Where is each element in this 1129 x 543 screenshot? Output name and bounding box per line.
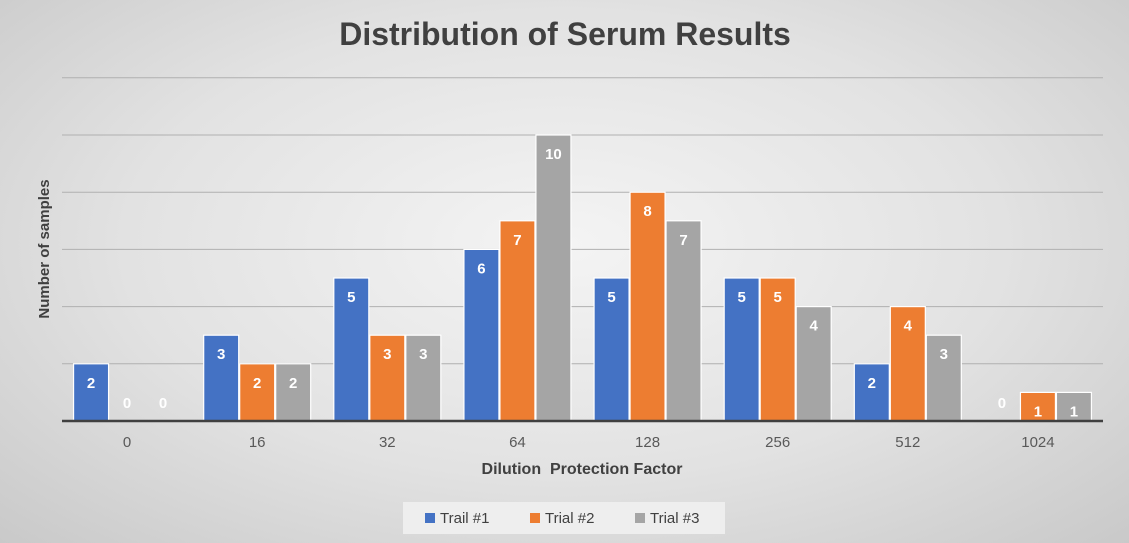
bar bbox=[463, 248, 500, 422]
x-tick-label: 0 bbox=[123, 434, 131, 451]
bar bbox=[723, 277, 760, 422]
legend-label: Trail #1 bbox=[440, 510, 489, 527]
data-label: 4 bbox=[810, 318, 819, 335]
bar bbox=[759, 277, 796, 422]
bar bbox=[499, 220, 536, 422]
bar bbox=[535, 134, 572, 422]
x-tick-label: 256 bbox=[765, 434, 790, 451]
x-tick-label: 16 bbox=[249, 434, 266, 451]
bars bbox=[72, 134, 1093, 422]
data-label: 4 bbox=[904, 318, 913, 335]
data-label: 8 bbox=[643, 203, 651, 220]
legend-swatch bbox=[635, 513, 645, 523]
bar bbox=[853, 363, 890, 422]
data-label: 2 bbox=[289, 375, 297, 392]
data-label: 6 bbox=[477, 260, 485, 277]
data-label: 7 bbox=[679, 232, 687, 249]
data-label: 5 bbox=[774, 289, 782, 306]
bar bbox=[665, 220, 702, 422]
bar bbox=[239, 363, 276, 422]
x-tick-labels: 0 16 32 64 128 256 512 1024 bbox=[123, 434, 1055, 451]
legend-box bbox=[403, 502, 725, 534]
legend-swatch bbox=[425, 513, 435, 523]
x-tick-label: 32 bbox=[379, 434, 396, 451]
bar bbox=[925, 334, 962, 422]
data-label: 3 bbox=[419, 346, 427, 363]
legend-label: Trial #3 bbox=[650, 510, 699, 527]
grid bbox=[62, 77, 1103, 365]
bar bbox=[889, 306, 926, 422]
data-labels: 2 0 0 3 2 2 5 3 3 6 7 10 5 8 7 5 5 4 2 4 3 0 1 1 bbox=[87, 146, 1078, 420]
bar bbox=[1055, 391, 1093, 422]
x-tick-label: 64 bbox=[509, 434, 526, 451]
legend-label: Trial #2 bbox=[545, 510, 594, 527]
x-axis-label: Dilution Protection Factor bbox=[482, 461, 683, 478]
data-label: 5 bbox=[347, 289, 355, 306]
bar bbox=[333, 277, 370, 422]
data-label: 2 bbox=[87, 375, 95, 392]
data-label: 2 bbox=[253, 375, 261, 392]
data-label: 2 bbox=[868, 375, 876, 392]
data-label: 3 bbox=[217, 346, 225, 363]
bar bbox=[593, 277, 630, 422]
data-label: 10 bbox=[545, 146, 562, 163]
x-tick-label: 128 bbox=[635, 434, 660, 451]
data-label: 1 bbox=[1034, 403, 1042, 420]
data-label: 5 bbox=[607, 289, 615, 306]
data-label: 3 bbox=[383, 346, 391, 363]
data-label: 0 bbox=[998, 395, 1006, 412]
bar bbox=[369, 334, 406, 422]
data-label: 7 bbox=[513, 232, 521, 249]
bar bbox=[275, 363, 312, 422]
data-label: 5 bbox=[738, 289, 746, 306]
data-label: 3 bbox=[940, 346, 948, 363]
data-label: 1 bbox=[1070, 403, 1078, 420]
y-axis-label: Number of samples bbox=[36, 179, 53, 318]
data-label: 0 bbox=[159, 395, 167, 412]
chart-title: Distribution of Serum Results bbox=[339, 16, 791, 52]
bar bbox=[629, 191, 666, 422]
legend-swatch bbox=[530, 513, 540, 523]
x-tick-label: 1024 bbox=[1021, 434, 1054, 451]
x-tick-label: 512 bbox=[895, 434, 920, 451]
legend: Trail #1 Trial #2 Trial #3 bbox=[403, 502, 725, 534]
data-label: 0 bbox=[123, 395, 131, 412]
bar bbox=[72, 363, 110, 422]
bar bbox=[1019, 391, 1057, 422]
